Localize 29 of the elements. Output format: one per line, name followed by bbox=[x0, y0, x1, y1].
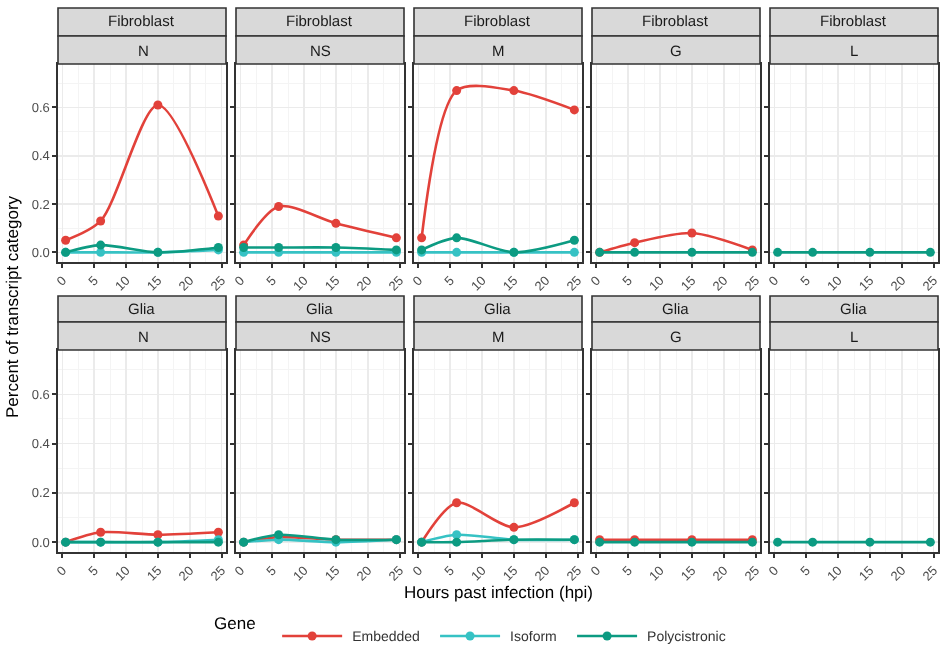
point bbox=[96, 240, 106, 250]
point bbox=[630, 238, 640, 248]
point bbox=[96, 247, 106, 257]
y-axis-title: Percent of transcript category bbox=[2, 194, 22, 418]
point bbox=[331, 218, 341, 228]
x-axis-title: Hours past infection (hpi) bbox=[404, 582, 594, 602]
point bbox=[96, 216, 106, 226]
point bbox=[687, 247, 697, 257]
point bbox=[569, 247, 579, 257]
point bbox=[509, 522, 519, 532]
point bbox=[452, 247, 462, 257]
point bbox=[452, 530, 462, 540]
point bbox=[569, 105, 579, 115]
point bbox=[452, 537, 462, 547]
point bbox=[213, 211, 223, 221]
legend-title: Gene bbox=[214, 613, 257, 634]
point bbox=[630, 247, 640, 257]
point bbox=[274, 201, 284, 211]
point bbox=[509, 86, 519, 96]
point bbox=[569, 235, 579, 245]
point bbox=[417, 233, 427, 243]
point bbox=[569, 498, 579, 508]
point bbox=[391, 233, 401, 243]
point bbox=[687, 228, 697, 238]
point bbox=[452, 86, 462, 96]
point bbox=[61, 235, 71, 245]
point bbox=[452, 233, 462, 243]
point bbox=[452, 498, 462, 508]
point bbox=[153, 100, 163, 110]
